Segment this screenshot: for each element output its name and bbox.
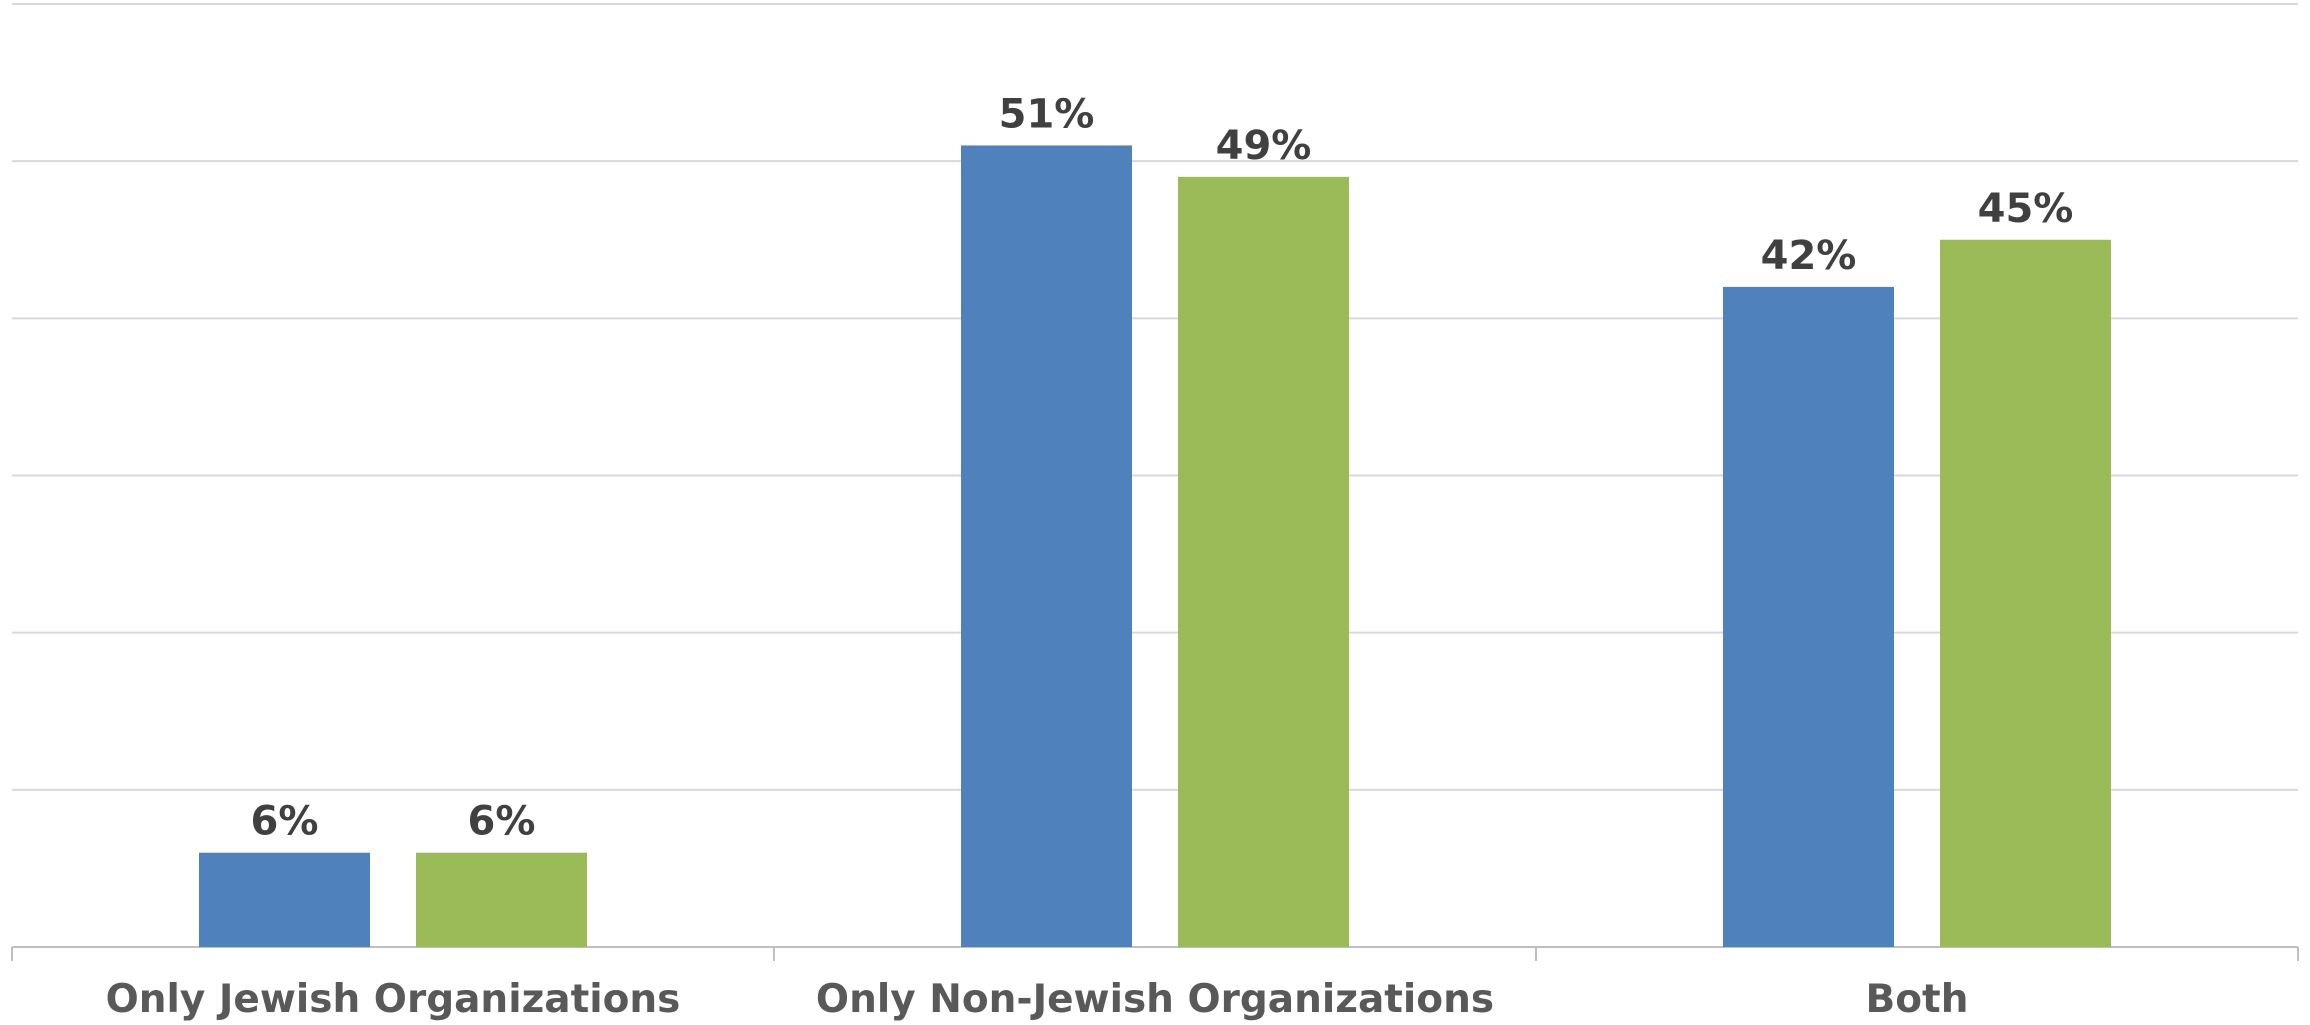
bar <box>199 853 370 947</box>
category-label: Only Non-Jewish Organizations <box>816 977 1494 1021</box>
bar <box>416 853 587 947</box>
data-label: 6% <box>468 799 536 845</box>
bar <box>1178 177 1349 947</box>
bar <box>961 145 1132 947</box>
category-label: Only Jewish Organizations <box>106 977 681 1021</box>
data-label: 6% <box>251 799 319 845</box>
data-label: 51% <box>999 91 1095 137</box>
data-label: 45% <box>1978 186 2074 232</box>
bar <box>1940 240 2111 947</box>
data-label: 49% <box>1216 123 1312 169</box>
data-label: 42% <box>1761 233 1857 279</box>
bar <box>1723 287 1894 947</box>
category-label: Both <box>1866 977 1969 1021</box>
